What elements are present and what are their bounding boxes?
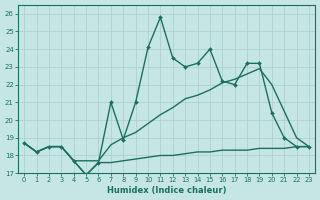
X-axis label: Humidex (Indice chaleur): Humidex (Indice chaleur) (107, 186, 226, 195)
